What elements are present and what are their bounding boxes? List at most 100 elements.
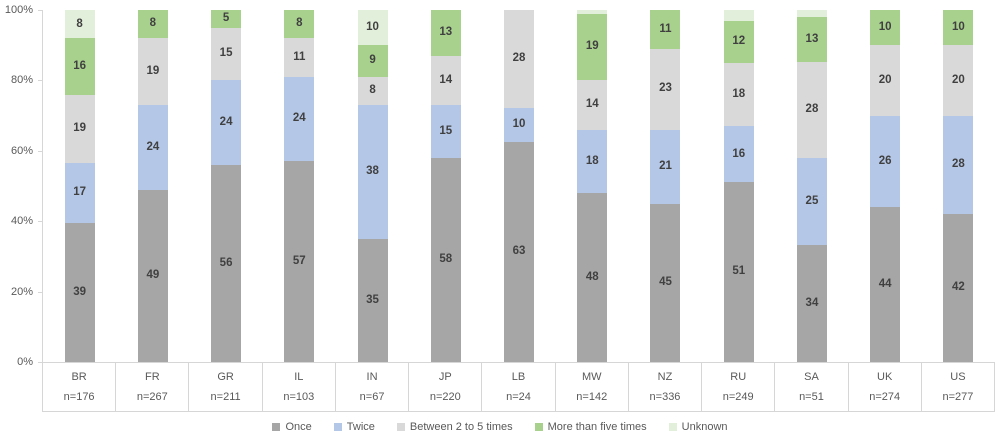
bar-segment: 20 — [943, 45, 974, 116]
bar-column-uk: 44 26 20 10 — [849, 10, 922, 362]
category-label: JP — [438, 371, 452, 383]
data-label: 8 — [149, 17, 157, 30]
data-label: 13 — [439, 26, 453, 39]
bar-segment: 19 — [64, 95, 95, 163]
data-label: 5 — [222, 12, 230, 25]
bar-segment: 24 — [211, 80, 242, 165]
y-axis-tick-mark — [38, 80, 42, 82]
bar-segment: 14 — [577, 80, 608, 130]
data-label: 11 — [659, 22, 672, 35]
data-label: 21 — [659, 159, 672, 172]
category-label: SA — [804, 371, 819, 383]
bar-segment — [577, 10, 608, 14]
data-label: 10 — [878, 20, 892, 33]
category-label: BR — [71, 371, 87, 383]
stacked-bar: 44 26 20 10 — [870, 10, 901, 362]
x-category-cell-nz: NZ n=336 — [629, 363, 703, 411]
bar-segment: 11 — [650, 10, 681, 49]
y-axis-tick-label: 20% — [10, 285, 33, 298]
data-label: 48 — [585, 270, 599, 283]
y-axis-tick-label: 100% — [4, 4, 33, 16]
stacked-bar: 34 25 28 13 — [796, 10, 827, 362]
sample-size-label: n=249 — [722, 391, 754, 403]
data-label: 18 — [732, 87, 746, 100]
data-label: 63 — [512, 245, 526, 258]
data-label: 51 — [732, 265, 746, 278]
legend-swatch-icon — [534, 423, 543, 431]
legend-label: Twice — [346, 421, 375, 433]
bar-segment: 44 — [870, 207, 901, 362]
stacked-bar: 56 24 15 5 — [211, 10, 242, 362]
bar-segment: 28 — [796, 61, 827, 159]
bar-segment: 10 — [870, 10, 901, 46]
data-label: 58 — [439, 253, 453, 266]
bar-segment: 13 — [430, 10, 461, 56]
bar-segment: 23 — [650, 48, 681, 130]
data-label: 39 — [73, 285, 86, 298]
bar-segment: 35 — [357, 238, 388, 362]
bar-column-nz: 45 21 23 11 — [629, 10, 702, 362]
legend-item: Once — [272, 421, 312, 433]
bar-column-br: 39 17 19 16 8 — [43, 10, 116, 362]
x-category-cell-ru: RU n=249 — [702, 363, 776, 411]
bar-column-jp: 58 15 14 13 — [409, 10, 482, 362]
data-label: 44 — [878, 277, 892, 290]
sample-size-label: n=103 — [283, 391, 315, 403]
data-label: 45 — [659, 276, 672, 289]
data-label: 24 — [292, 112, 306, 125]
bar-segment: 49 — [137, 189, 168, 362]
bar-segment: 34 — [796, 244, 827, 362]
category-label: IL — [294, 371, 304, 383]
category-label: IN — [366, 371, 378, 383]
x-category-cell-in: IN n=67 — [336, 363, 410, 411]
stacked-bar: 57 24 11 8 — [284, 10, 315, 362]
bar-segment: 13 — [796, 16, 827, 62]
bar-segment: 39 — [64, 223, 95, 362]
bar-segment: 8 — [64, 10, 95, 39]
bar-segment: 9 — [357, 45, 388, 77]
sample-size-label: n=220 — [429, 391, 461, 403]
data-label: 34 — [805, 296, 819, 309]
bar-segment: 18 — [723, 62, 754, 127]
data-label: 24 — [219, 115, 233, 128]
bar-column-ru: 51 16 18 12 — [702, 10, 775, 362]
data-label: 19 — [585, 40, 599, 53]
y-axis-tick-label: 0% — [17, 356, 33, 368]
legend-swatch-icon — [333, 423, 342, 431]
bar-segment: 15 — [430, 105, 461, 158]
stacked-bar: 35 38 8 9 10 — [357, 10, 388, 362]
x-axis-category-table: BR n=176 FR n=267 GR n=211 IL n=103 IN n=67 JP n=22… — [42, 362, 996, 412]
sample-size-label: n=51 — [799, 391, 824, 403]
data-label: 35 — [366, 293, 379, 306]
bar-segment: 24 — [284, 76, 315, 162]
stacked-bar: 63 10 28 — [504, 10, 535, 362]
bar-segment: 8 — [357, 76, 388, 106]
data-label: 57 — [292, 254, 306, 267]
legend-label: Once — [285, 421, 312, 433]
bar-segment: 5 — [211, 10, 242, 28]
x-category-cell-lb: LB n=24 — [482, 363, 556, 411]
y-axis-tick-mark — [38, 221, 42, 223]
y-axis-tick-label: 40% — [10, 215, 33, 228]
bar-column-il: 57 24 11 8 — [263, 10, 336, 362]
y-axis-tick-mark — [38, 291, 42, 293]
bar-segment: 19 — [137, 38, 168, 106]
data-label: 12 — [732, 34, 746, 47]
legend-swatch-icon — [396, 423, 405, 431]
data-label: 25 — [805, 194, 819, 207]
data-label: 17 — [73, 186, 86, 199]
bar-segment: 15 — [211, 27, 242, 81]
data-label: 28 — [805, 103, 819, 116]
stacked-bar: 42 28 20 10 — [943, 10, 974, 362]
legend: Once Twice Between 2 to 5 times More than f… — [0, 419, 1000, 435]
bar-segment — [723, 10, 754, 21]
bar-segment: 19 — [577, 13, 608, 81]
x-category-cell-gr: GR n=211 — [189, 363, 263, 411]
legend-label: Unknown — [681, 421, 728, 433]
stacked-bar: 45 21 23 11 — [650, 10, 681, 362]
legend-swatch-icon — [668, 423, 677, 431]
data-label: 20 — [952, 73, 965, 86]
legend-item: More than five times — [534, 421, 647, 433]
legend-item: Between 2 to 5 times — [396, 421, 513, 433]
